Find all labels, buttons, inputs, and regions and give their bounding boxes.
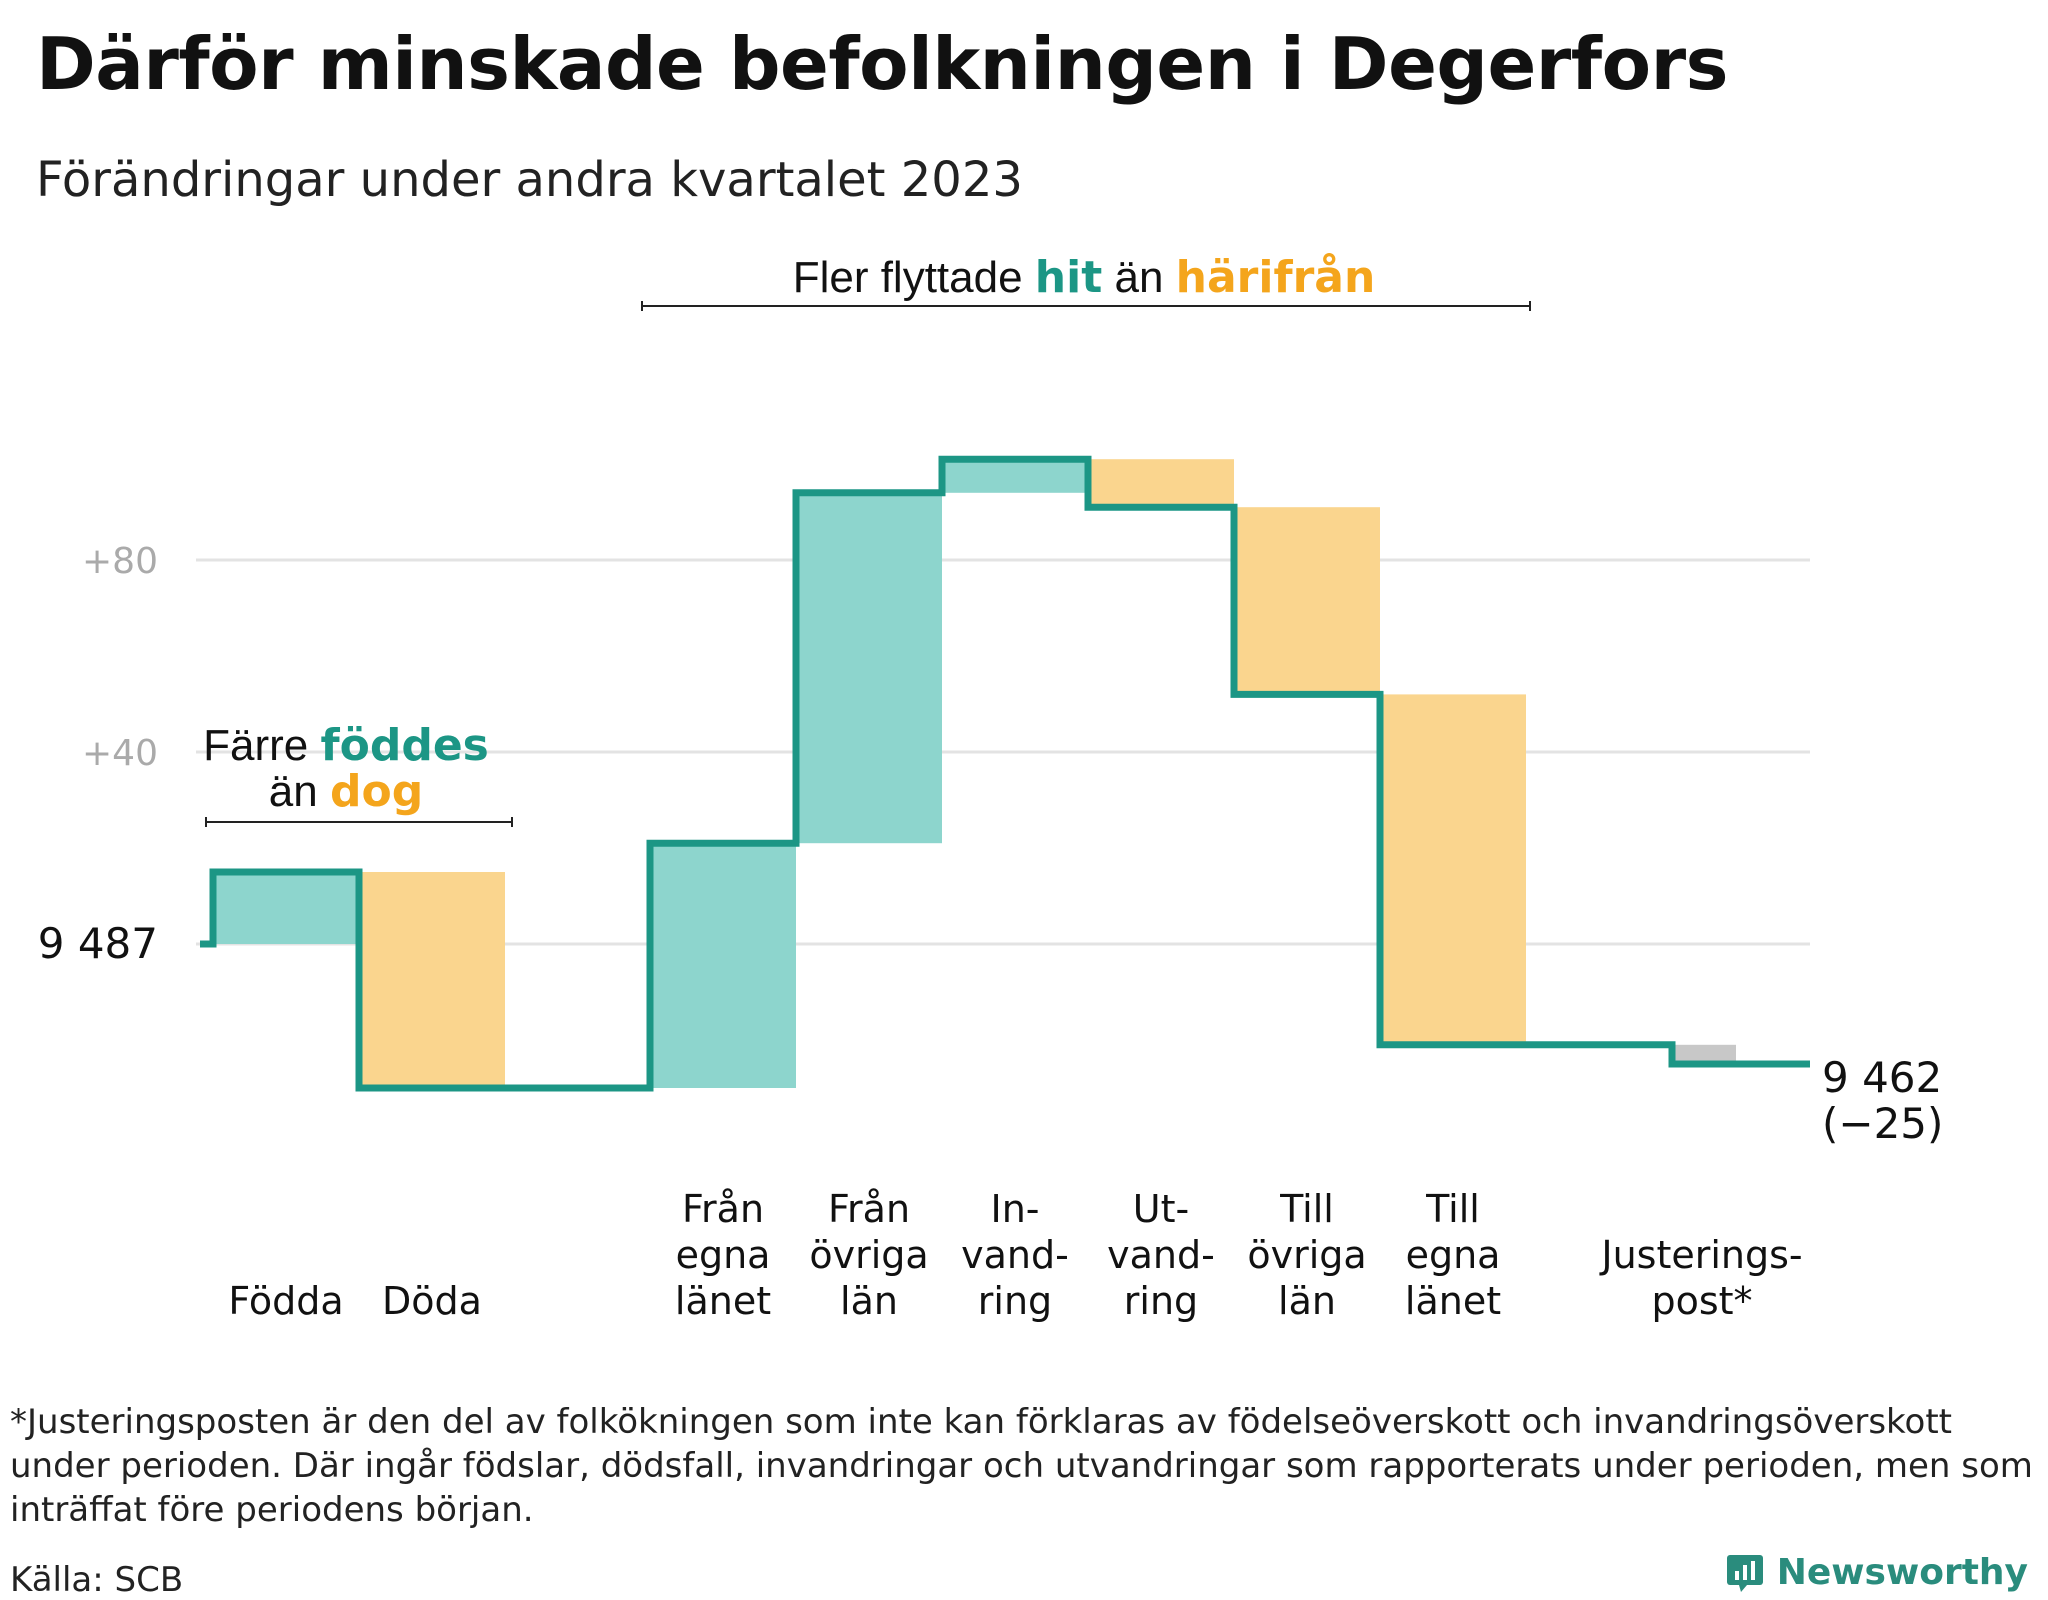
category-label: Till övriga län	[1247, 1187, 1366, 1323]
y-tick-label: +80	[82, 541, 158, 582]
bar	[1672, 1044, 1736, 1064]
bar	[650, 843, 796, 1088]
category-labels: Födda Döda Från egna länet Från övriga län In-va…	[228, 1187, 1802, 1323]
chart-subtitle: Förändringar under andra kvartalet 2023	[36, 152, 1023, 208]
footnote: *Justeringsposten är den del av folkökni…	[10, 1402, 2033, 1530]
category-label: Från egna länet	[675, 1187, 771, 1323]
bars	[213, 459, 1736, 1088]
category-label: Döda	[382, 1279, 482, 1323]
y-tick-label: +40	[82, 733, 158, 774]
step-line	[200, 455, 1810, 1092]
chart-title: Därför minskade befolkningen i Degerfors	[36, 22, 1728, 106]
bar	[1088, 459, 1234, 508]
category-label: Från övriga län	[809, 1187, 928, 1323]
bar	[942, 459, 1088, 493]
waterfall-chart: +40 +80 9 487 Födda Döda Från egna länet Från öv…	[38, 252, 1944, 1323]
end-labels: 9 462(−25)	[1822, 1053, 1943, 1148]
brand-name: Newsworthy	[1776, 1552, 2028, 1593]
bar	[213, 872, 359, 944]
category-label: In-vand-ring	[961, 1187, 1069, 1323]
category-label: Till egna länet	[1405, 1187, 1501, 1323]
bar	[1380, 694, 1526, 1045]
bar	[359, 872, 505, 1088]
end-change-label: (−25)	[1822, 1099, 1943, 1148]
annotation-text: Färre föddes	[203, 720, 489, 771]
annotation-text: än dog	[269, 766, 423, 817]
y-tick-labels: +40 +80 9 487	[38, 541, 158, 968]
category-label: Födda	[228, 1279, 343, 1323]
category-label: Justerings-post*	[1599, 1233, 1802, 1323]
newsworthy-logo-icon	[1726, 1554, 1763, 1592]
brand-logo: Newsworthy	[1725, 1552, 2028, 1593]
annotation-text: Fler flyttade hit än härifrån	[793, 252, 1376, 303]
bar	[1234, 507, 1380, 695]
end-value-label: 9 462	[1822, 1053, 1942, 1102]
category-label: Ut-vand-ring	[1107, 1187, 1215, 1323]
step-line-path	[200, 455, 1810, 1092]
start-value-label: 9 487	[38, 919, 158, 968]
source-label: Källa: SCB	[10, 1560, 184, 1600]
bar	[796, 492, 942, 844]
